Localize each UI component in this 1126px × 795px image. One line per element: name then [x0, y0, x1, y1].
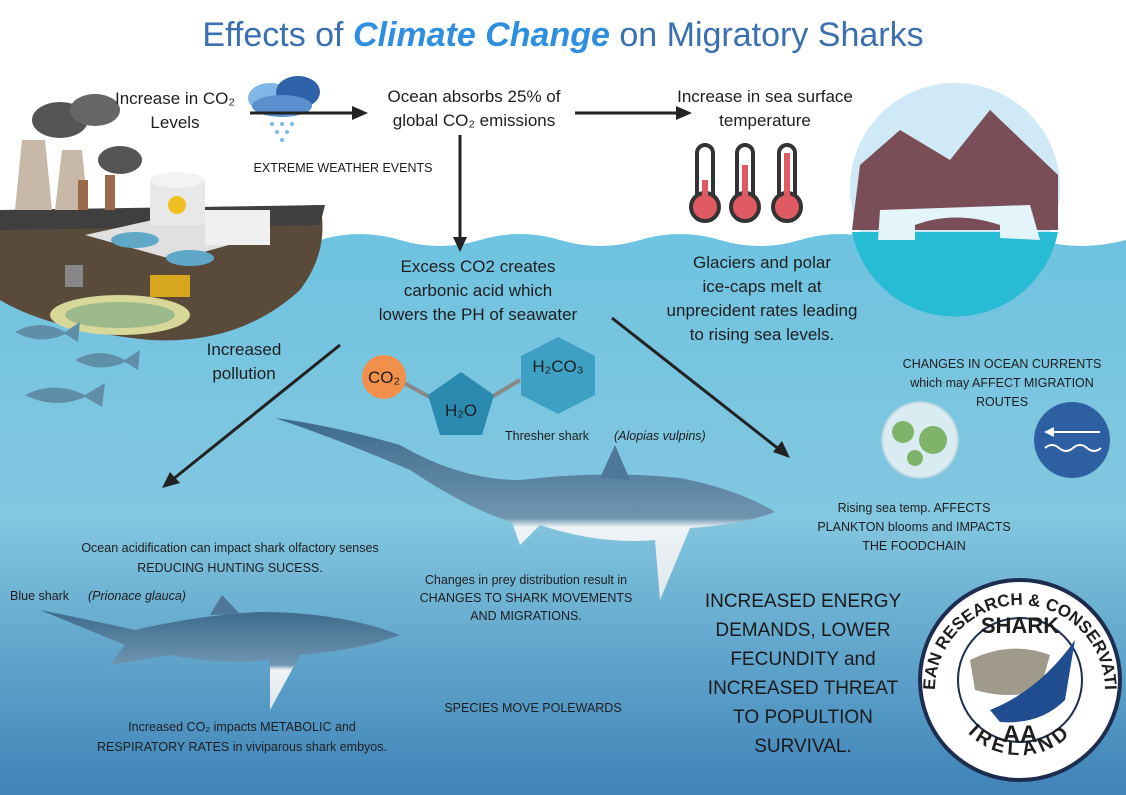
plankton-line: PLANKTON blooms and IMPACTS	[817, 520, 1010, 534]
arrows	[162, 106, 790, 488]
carbonic-acid-line: lowers the PH of seawater	[379, 305, 578, 324]
glacier-globe	[850, 83, 1060, 317]
thresher-name: Thresher shark	[505, 429, 590, 443]
prey-line: AND MIGRATIONS.	[470, 609, 582, 623]
metabolic-line: RESPIRATORY RATES in viviparous shark em…	[97, 740, 387, 754]
thermometers	[689, 143, 803, 223]
text-blocks: Increase in CO₂ Levels Ocean absorbs 25% o…	[10, 87, 1101, 757]
energy-line: INCREASED ENERGY	[705, 591, 902, 612]
currents-line: ROUTES	[976, 395, 1028, 409]
currents-line: CHANGES IN OCEAN CURRENTS	[903, 357, 1102, 371]
olfactory-line: REDUCING HUNTING SUCESS.	[137, 561, 322, 575]
prey-line: Changes in prey distribution result in	[425, 573, 627, 587]
glaciers-line: to rising sea levels.	[690, 325, 835, 344]
logo-top: SHARK	[981, 613, 1059, 638]
energy-line: SURVIVAL.	[754, 736, 852, 757]
energy-line: DEMANDS, LOWER	[715, 620, 890, 641]
carbonic-acid-line: Excess CO2 creates	[401, 257, 556, 276]
olfactory-line: Ocean acidification can impact shark olf…	[81, 541, 378, 555]
sea-surface-line: temperature	[719, 111, 811, 130]
title-suffix: on Migratory Sharks	[619, 16, 923, 54]
energy-line: TO POPULTION	[733, 707, 873, 728]
molecules	[362, 337, 595, 435]
glaciers-line: unprecident rates leading	[667, 301, 858, 320]
blue-shark-latin: (Prionace glauca)	[88, 589, 186, 603]
plankton-line: Rising sea temp. AFFECTS	[838, 501, 991, 515]
blue-shark	[40, 595, 400, 710]
molecule-h2co3: H₂CO₃	[532, 357, 583, 376]
sea-surface-line: Increase in sea surface	[677, 87, 853, 106]
carbonic-acid-line: carbonic acid which	[404, 281, 552, 300]
industry-island	[0, 94, 325, 341]
metabolic-line: Increased CO₂ impacts METABOLIC and	[128, 720, 356, 734]
ocean-absorbs-line: global CO₂ emissions	[393, 111, 556, 130]
title-emphasis: Climate Change	[353, 16, 610, 54]
polewards: SPECIES MOVE POLEWARDS	[444, 701, 621, 715]
glaciers-line: Glaciers and polar	[693, 253, 831, 272]
plankton-icon	[881, 401, 959, 479]
plankton-line: THE FOODCHAIN	[862, 539, 965, 553]
thresher-shark	[275, 418, 775, 600]
title-prefix: Effects of	[202, 16, 344, 54]
logo-bottom: AA	[1003, 721, 1038, 748]
title: Effects of Climate Change on Migratory S…	[202, 16, 923, 54]
pollution-line: pollution	[212, 364, 275, 383]
pollution-line: Increased	[207, 340, 282, 359]
extreme-weather: EXTREME WEATHER EVENTS	[254, 161, 433, 175]
glaciers-line: ice-caps melt at	[702, 277, 821, 296]
blue-shark-name: Blue shark	[10, 589, 70, 603]
thresher-latin: (Alopias vulpins)	[614, 429, 706, 443]
ocean-absorbs-line: Ocean absorbs 25% of	[388, 87, 561, 106]
co2-levels-line: Levels	[150, 113, 199, 132]
energy-line: FECUNDITY and	[730, 649, 875, 670]
current-icon	[1034, 402, 1110, 478]
prey-line: CHANGES TO SHARK MOVEMENTS	[420, 591, 633, 605]
currents-line: which may AFFECT MIGRATION	[909, 376, 1094, 390]
molecule-co2: CO₂	[368, 368, 400, 387]
fish-school	[15, 322, 140, 407]
molecule-h2o: H₂O	[445, 401, 477, 420]
energy-line: INCREASED THREAT	[708, 678, 899, 699]
co2-levels-line: Increase in CO₂	[115, 89, 235, 108]
